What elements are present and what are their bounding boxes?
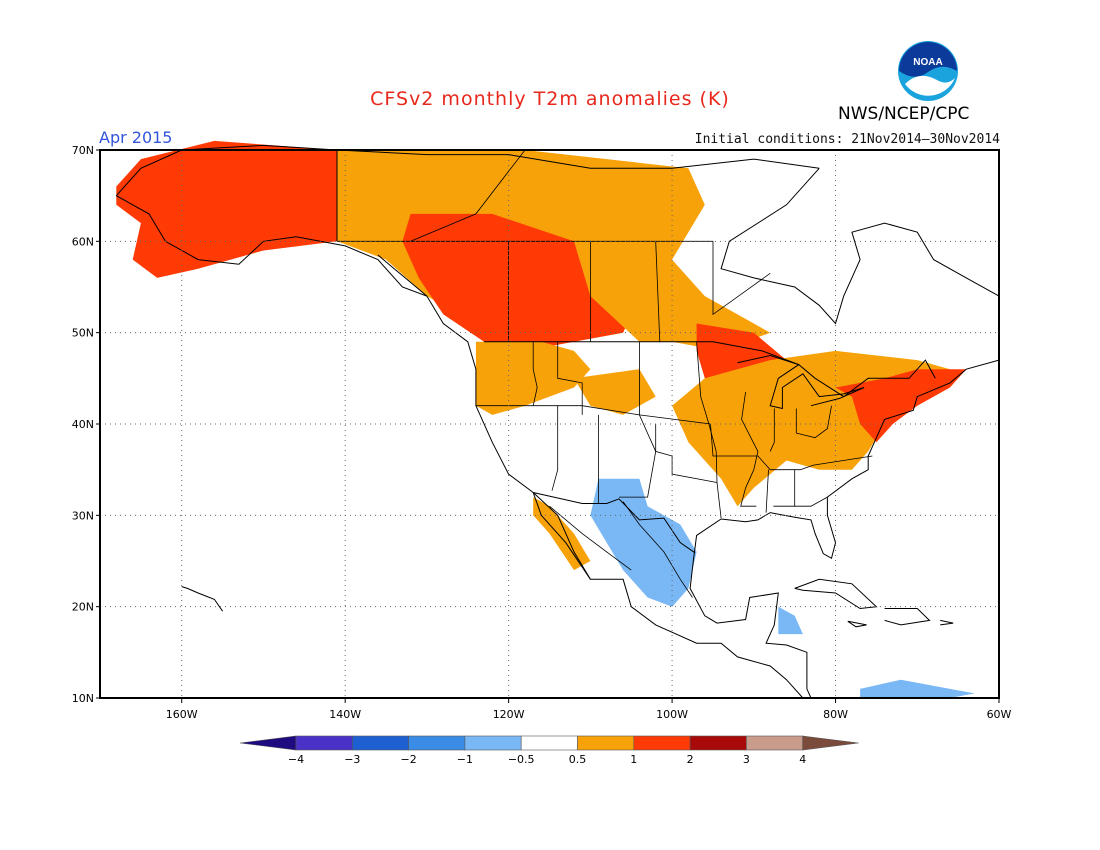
- lon-tick-label: 60W: [987, 708, 1012, 721]
- coastline-layer: [115, 144, 1000, 699]
- colorbar-segment: [577, 735, 635, 751]
- coastline-2: [532, 492, 591, 580]
- colorbar-segment: [295, 735, 353, 751]
- border-4: [551, 405, 559, 491]
- canada-central-warm: [525, 150, 771, 351]
- coastline-8: [847, 620, 867, 628]
- mexico-cool: [590, 478, 697, 607]
- valid-month-label: Apr 2015: [99, 128, 173, 147]
- coastline-1: [116, 195, 804, 699]
- colorbar-left-arrow: [239, 735, 297, 751]
- lat-tick-label: 10N: [72, 692, 94, 705]
- colorbar-right-arrow: [802, 735, 859, 751]
- coastline-11: [377, 254, 428, 297]
- organization-label: NWS/NCEP/CPC: [838, 104, 970, 124]
- northeast-warm: [835, 369, 967, 443]
- border-19: [410, 149, 526, 242]
- lat-tick-label: 60N: [72, 235, 94, 248]
- border-16: [655, 241, 661, 342]
- caribbean-cool: [860, 679, 975, 698]
- coastline-9: [940, 619, 954, 626]
- baja-warm: [533, 497, 591, 571]
- colorbar-label: 1: [630, 753, 637, 766]
- colorbar-segment: [464, 735, 522, 751]
- colorbar-segment: [351, 735, 409, 751]
- lon-tick-label: 160W: [166, 708, 198, 721]
- colorbar-segment: [520, 735, 578, 751]
- lon-tick-label: 80W: [823, 708, 848, 721]
- axis-ticks: 160W 140W 120W 100W 80W 60W 70N 60N 50N 40N 30N 20N…: [72, 144, 1012, 721]
- alaska-warm: [116, 140, 337, 278]
- northwest-us-warm: [475, 341, 591, 415]
- colorbar-label: −1: [457, 753, 473, 766]
- colorbar-segment: [633, 735, 691, 751]
- anomaly-fill-layer: [116, 140, 975, 698]
- colorbar-label: −2: [400, 753, 416, 766]
- border-11: [765, 469, 769, 513]
- lat-tick-label: 30N: [72, 509, 94, 522]
- colorbar-label: −3: [344, 753, 360, 766]
- logo-text: NOAA: [913, 57, 942, 68]
- colorbar-label: 4: [799, 753, 806, 766]
- coastline-0: [115, 144, 820, 197]
- lat-tick-label: 50N: [72, 327, 94, 340]
- border-21: [622, 501, 693, 598]
- noaa-logo: NOAA: [898, 41, 958, 101]
- border-1: [532, 341, 538, 406]
- border-6: [696, 341, 722, 519]
- colorbar-label: −4: [288, 753, 304, 766]
- lon-tick-label: 100W: [656, 708, 688, 721]
- colorbar-segment: [408, 735, 466, 751]
- border-10: [795, 405, 832, 439]
- border-0: [475, 405, 873, 471]
- border-8: [740, 391, 759, 507]
- border-17: [712, 241, 771, 316]
- lat-tick-label: 20N: [72, 601, 94, 614]
- central-america-cool: [778, 606, 803, 635]
- border-2: [557, 341, 583, 415]
- border-9: [769, 408, 775, 452]
- coastline-10: [181, 586, 224, 612]
- colorbar-label: 0.5: [569, 753, 587, 766]
- coastline-14: [533, 492, 696, 554]
- coastline-7: [884, 608, 931, 626]
- border-20: [549, 505, 632, 571]
- colorbar-segment: [746, 735, 804, 751]
- map-title: CFSv2 monthly T2m anomalies (K): [370, 88, 730, 110]
- colorbar-label: 2: [687, 753, 694, 766]
- lat-tick-label: 70N: [72, 144, 94, 157]
- border-13: [794, 496, 828, 507]
- lat-tick-label: 40N: [72, 418, 94, 431]
- lon-tick-label: 120W: [493, 708, 525, 721]
- colorbar-label: −0.5: [508, 753, 535, 766]
- coastline-3: [720, 167, 1000, 325]
- initial-conditions-label: Initial conditions: 21Nov2014–30Nov2014: [694, 132, 1000, 147]
- coastline-13: [484, 341, 936, 398]
- coastline-6: [794, 578, 878, 610]
- lon-tick-label: 140W: [329, 708, 361, 721]
- colorbar-label: 3: [743, 753, 750, 766]
- rockies-warm: [574, 369, 656, 415]
- coastline-4: [689, 359, 1000, 699]
- colorbar-segment: [689, 735, 747, 751]
